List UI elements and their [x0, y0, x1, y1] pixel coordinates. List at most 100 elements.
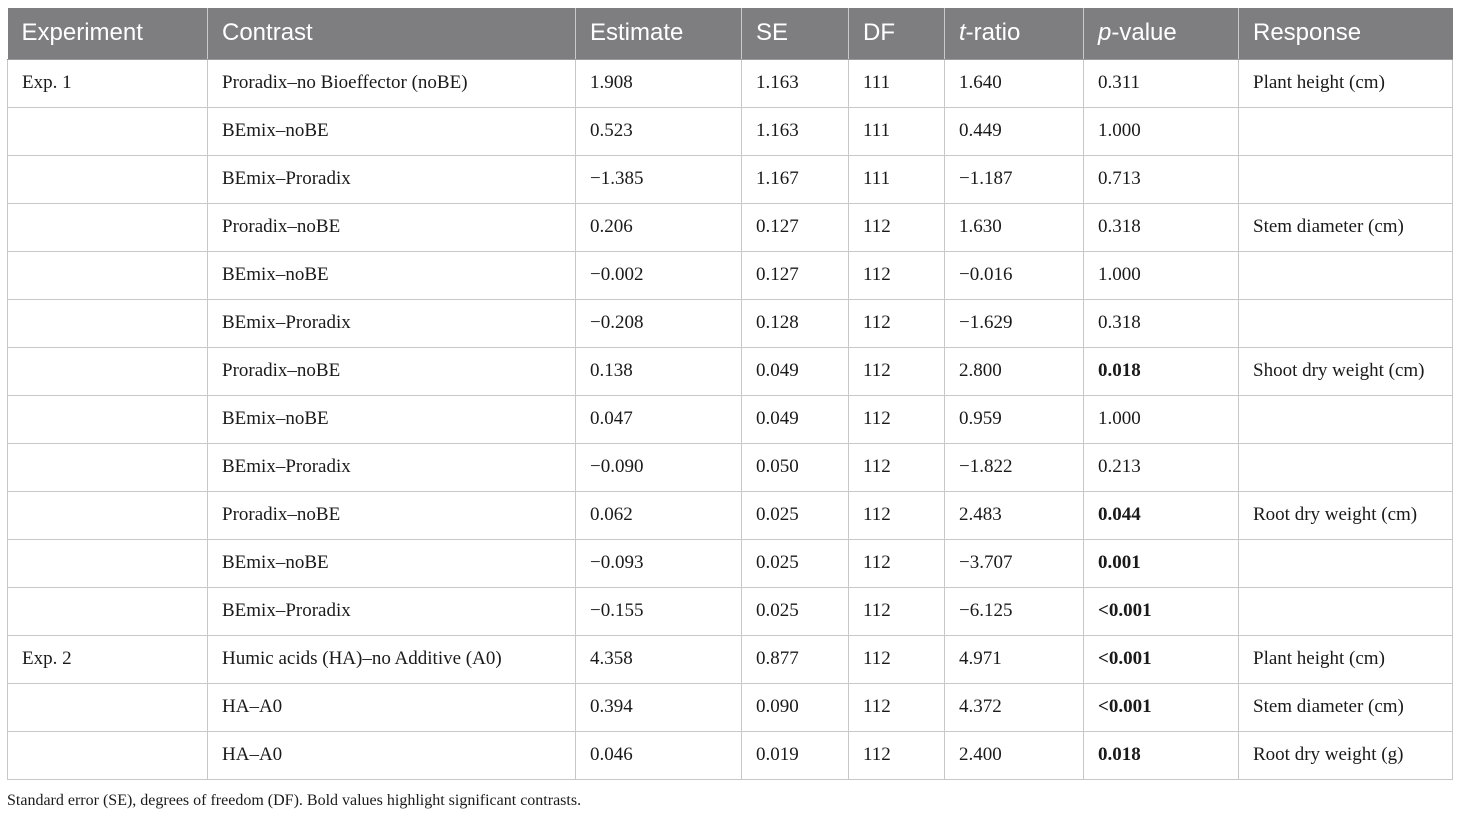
- cell-estimate: −1.385: [575, 154, 742, 204]
- cell-se: 0.877: [741, 634, 849, 684]
- cell-estimate: 0.206: [575, 202, 742, 252]
- cell-response: [1238, 298, 1453, 348]
- cell-response: Plant height (cm): [1238, 58, 1453, 108]
- table-body: Exp. 1 Proradix–no Bioeffector (noBE) 1.90…: [7, 58, 1453, 780]
- results-table: Experiment Contrast Estimate SE DF t-ratio p-v…: [7, 8, 1453, 780]
- cell-df: 112: [848, 442, 945, 492]
- cell-t-ratio: −1.629: [944, 298, 1084, 348]
- table-row: Proradix–noBE 0.206 0.127 112 1.630 0.318 Stem…: [7, 202, 1453, 252]
- column-header-response: Response: [1238, 8, 1453, 60]
- cell-df: 112: [848, 730, 945, 780]
- cell-response: Root dry weight (g): [1238, 730, 1453, 780]
- table-row: Proradix–noBE 0.138 0.049 112 2.800 0.018 Shoo…: [7, 346, 1453, 396]
- cell-contrast: HA–A0: [207, 682, 576, 732]
- table-row: BEmix–noBE −0.093 0.025 112 −3.707 0.001: [7, 538, 1453, 588]
- table-row: Proradix–noBE 0.062 0.025 112 2.483 0.044 Root…: [7, 490, 1453, 540]
- cell-response: Stem diameter (cm): [1238, 682, 1453, 732]
- cell-se: 0.025: [741, 586, 849, 636]
- cell-experiment: [7, 202, 208, 252]
- cell-t-ratio: 2.400: [944, 730, 1084, 780]
- cell-t-ratio: −3.707: [944, 538, 1084, 588]
- cell-df: 111: [848, 106, 945, 156]
- cell-t-ratio: 1.630: [944, 202, 1084, 252]
- cell-contrast: BEmix–Proradix: [207, 586, 576, 636]
- cell-p-value: 1.000: [1083, 106, 1239, 156]
- cell-df: 112: [848, 298, 945, 348]
- cell-p-value: 0.001: [1083, 538, 1239, 588]
- cell-contrast: BEmix–noBE: [207, 394, 576, 444]
- cell-response: [1238, 586, 1453, 636]
- cell-p-value: 0.018: [1083, 346, 1239, 396]
- cell-se: 1.163: [741, 58, 849, 108]
- cell-p-value: 0.713: [1083, 154, 1239, 204]
- table-row: HA–A0 0.046 0.019 112 2.400 0.018 Root dry wei…: [7, 730, 1453, 780]
- table-row: BEmix–Proradix −1.385 1.167 111 −1.187 0.713: [7, 154, 1453, 204]
- cell-df: 112: [848, 346, 945, 396]
- cell-experiment: [7, 538, 208, 588]
- table-row: BEmix–Proradix −0.208 0.128 112 −1.629 0.318: [7, 298, 1453, 348]
- cell-estimate: −0.208: [575, 298, 742, 348]
- table-row: BEmix–noBE 0.523 1.163 111 0.449 1.000: [7, 106, 1453, 156]
- table-row: Exp. 1 Proradix–no Bioeffector (noBE) 1.90…: [7, 58, 1453, 108]
- cell-response: [1238, 442, 1453, 492]
- cell-contrast: BEmix–noBE: [207, 538, 576, 588]
- table-row: BEmix–noBE −0.002 0.127 112 −0.016 1.000: [7, 250, 1453, 300]
- column-header-p-value: p-value: [1083, 8, 1239, 60]
- cell-se: 0.128: [741, 298, 849, 348]
- cell-df: 112: [848, 250, 945, 300]
- cell-contrast: Humic acids (HA)–no Additive (A0): [207, 634, 576, 684]
- cell-t-ratio: −1.822: [944, 442, 1084, 492]
- cell-estimate: 0.394: [575, 682, 742, 732]
- cell-t-ratio: 2.800: [944, 346, 1084, 396]
- table-row: BEmix–Proradix −0.090 0.050 112 −1.822 0.213: [7, 442, 1453, 492]
- table-row: BEmix–Proradix −0.155 0.025 112 −6.125 <0.001: [7, 586, 1453, 636]
- cell-df: 112: [848, 682, 945, 732]
- cell-se: 1.163: [741, 106, 849, 156]
- cell-contrast: BEmix–Proradix: [207, 298, 576, 348]
- cell-p-value: <0.001: [1083, 634, 1239, 684]
- cell-se: 0.025: [741, 490, 849, 540]
- cell-df: 112: [848, 586, 945, 636]
- table-footnote: Standard error (SE), degrees of freedom …: [7, 792, 582, 809]
- cell-response: [1238, 154, 1453, 204]
- cell-t-ratio: 0.449: [944, 106, 1084, 156]
- cell-contrast: BEmix–Proradix: [207, 154, 576, 204]
- cell-estimate: −0.002: [575, 250, 742, 300]
- cell-response: [1238, 250, 1453, 300]
- cell-se: 0.050: [741, 442, 849, 492]
- cell-estimate: 1.908: [575, 58, 742, 108]
- cell-response: Plant height (cm): [1238, 634, 1453, 684]
- cell-estimate: 4.358: [575, 634, 742, 684]
- column-header-experiment: Experiment: [7, 8, 208, 60]
- cell-experiment: [7, 442, 208, 492]
- cell-experiment: Exp. 2: [7, 634, 208, 684]
- column-header-df: DF: [848, 8, 945, 60]
- cell-se: 0.019: [741, 730, 849, 780]
- cell-df: 112: [848, 634, 945, 684]
- cell-se: 1.167: [741, 154, 849, 204]
- cell-se: 0.090: [741, 682, 849, 732]
- cell-estimate: −0.090: [575, 442, 742, 492]
- cell-df: 112: [848, 538, 945, 588]
- cell-experiment: Exp. 1: [7, 58, 208, 108]
- cell-contrast: BEmix–noBE: [207, 106, 576, 156]
- cell-experiment: [7, 250, 208, 300]
- cell-experiment: [7, 106, 208, 156]
- cell-t-ratio: 2.483: [944, 490, 1084, 540]
- cell-se: 0.127: [741, 250, 849, 300]
- column-header-contrast: Contrast: [207, 8, 576, 60]
- cell-response: Root dry weight (cm): [1238, 490, 1453, 540]
- cell-se: 0.049: [741, 394, 849, 444]
- cell-t-ratio: −6.125: [944, 586, 1084, 636]
- table-row: Exp. 2 Humic acids (HA)–no Additive (A0) 4…: [7, 634, 1453, 684]
- cell-p-value: 0.311: [1083, 58, 1239, 108]
- cell-estimate: 0.523: [575, 106, 742, 156]
- cell-estimate: −0.155: [575, 586, 742, 636]
- cell-contrast: Proradix–no Bioeffector (noBE): [207, 58, 576, 108]
- cell-t-ratio: 4.971: [944, 634, 1084, 684]
- cell-response: Stem diameter (cm): [1238, 202, 1453, 252]
- cell-df: 112: [848, 394, 945, 444]
- cell-se: 0.127: [741, 202, 849, 252]
- cell-se: 0.025: [741, 538, 849, 588]
- cell-experiment: [7, 298, 208, 348]
